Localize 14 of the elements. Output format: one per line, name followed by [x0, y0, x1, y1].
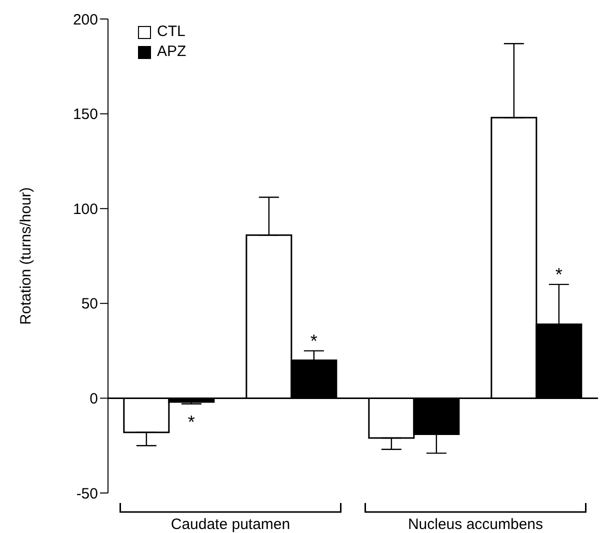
text: Caudate putamen	[170, 516, 290, 533]
data-label: *	[188, 412, 195, 432]
legend-label: APZ	[157, 42, 186, 62]
y-tick-label: 50	[81, 296, 98, 313]
y-tick-label: 0	[90, 390, 98, 408]
y-tick-label: 100	[72, 200, 98, 218]
y-axis-title: Rotation (turns/hour)	[17, 187, 34, 325]
data-label: *	[555, 264, 562, 284]
legend-label: CTL	[157, 22, 186, 42]
y-tick-label: 200	[72, 11, 98, 28]
text: Nucleus accumbens	[408, 516, 544, 533]
y-tick-label: -50	[76, 485, 98, 502]
data-label: *	[310, 330, 318, 351]
y-tick-label: 150	[72, 106, 98, 124]
